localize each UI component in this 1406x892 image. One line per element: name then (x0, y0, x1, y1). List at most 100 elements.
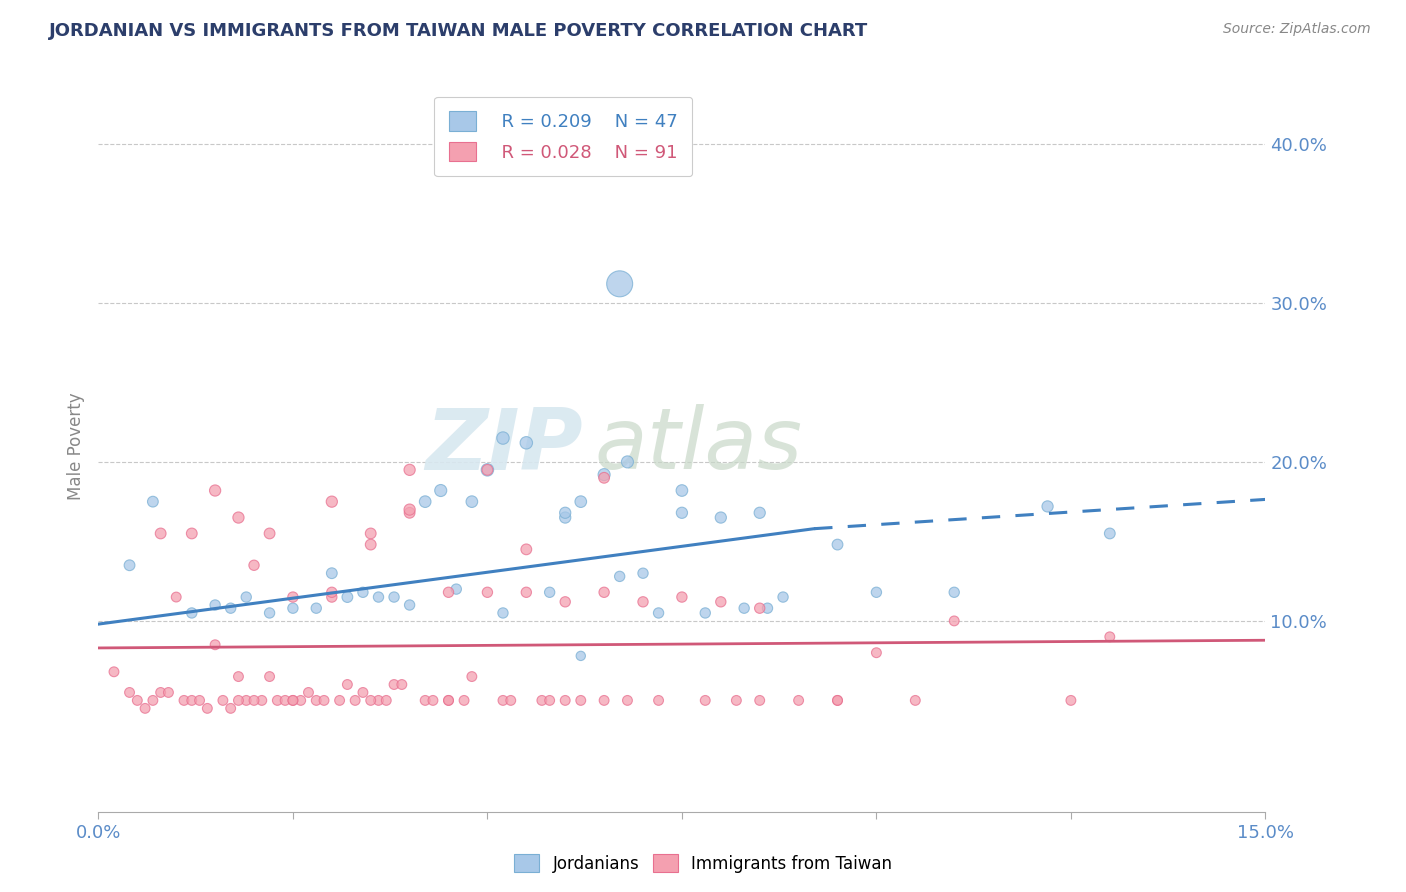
Point (235, 693, 257, 707)
Text: Source: ZipAtlas.com: Source: ZipAtlas.com (1223, 22, 1371, 37)
Point (290, 693, 312, 707)
Point (695, 693, 717, 707)
Point (398, 598, 420, 612)
Point (219, 601, 242, 615)
Point (344, 693, 367, 707)
Point (772, 590, 794, 604)
Point (647, 693, 669, 707)
Point (250, 693, 273, 707)
Point (103, 665, 125, 679)
Point (725, 693, 748, 707)
Point (446, 582, 468, 596)
Point (865, 646, 887, 660)
Text: ZIP: ZIP (425, 404, 582, 488)
Point (180, 606, 202, 620)
Point (329, 693, 352, 707)
Point (281, 601, 304, 615)
Point (422, 693, 444, 707)
Point (398, 463, 420, 477)
Point (352, 585, 374, 599)
Point (391, 677, 413, 691)
Point (360, 526, 382, 541)
Point (530, 693, 553, 707)
Point (593, 693, 616, 707)
Point (554, 506, 576, 520)
Point (382, 590, 405, 604)
Point (157, 685, 180, 699)
Point (305, 601, 328, 615)
Point (142, 494, 165, 508)
Point (477, 585, 499, 599)
Point (538, 585, 561, 599)
Point (259, 526, 281, 541)
Point (671, 590, 693, 604)
Point (671, 506, 693, 520)
Point (609, 277, 631, 291)
Point (219, 701, 242, 715)
Point (180, 526, 202, 541)
Point (360, 693, 382, 707)
Point (274, 693, 297, 707)
Point (461, 669, 484, 683)
Point (180, 693, 202, 707)
Point (569, 648, 592, 663)
Point (943, 614, 966, 628)
Point (787, 693, 810, 707)
Point (827, 693, 849, 707)
Point (188, 693, 211, 707)
Point (266, 693, 288, 707)
Point (367, 590, 389, 604)
Point (204, 638, 226, 652)
Point (235, 590, 257, 604)
Point (228, 669, 250, 683)
Point (492, 606, 515, 620)
Point (515, 542, 537, 557)
Point (616, 693, 638, 707)
Point (413, 693, 436, 707)
Point (1036, 500, 1059, 514)
Point (127, 693, 149, 707)
Point (631, 595, 654, 609)
Point (429, 483, 451, 498)
Point (827, 538, 849, 552)
Point (499, 693, 522, 707)
Point (360, 538, 382, 552)
Point (609, 569, 631, 583)
Point (149, 685, 172, 699)
Point (616, 455, 638, 469)
Point (710, 595, 733, 609)
Point (748, 506, 770, 520)
Point (647, 606, 669, 620)
Point (142, 693, 165, 707)
Point (538, 693, 561, 707)
Point (1098, 526, 1121, 541)
Point (228, 510, 250, 524)
Point (904, 693, 927, 707)
Point (336, 677, 359, 691)
Point (118, 558, 141, 573)
Point (461, 494, 484, 508)
Point (437, 585, 460, 599)
Point (515, 435, 537, 450)
Point (321, 566, 343, 581)
Point (515, 585, 537, 599)
Point (631, 566, 654, 581)
Text: atlas: atlas (595, 404, 803, 488)
Point (569, 494, 592, 508)
Point (554, 693, 576, 707)
Point (569, 693, 592, 707)
Point (593, 467, 616, 482)
Point (321, 494, 343, 508)
Point (453, 693, 475, 707)
Point (748, 693, 770, 707)
Point (204, 598, 226, 612)
Point (149, 526, 172, 541)
Point (212, 693, 235, 707)
Point (710, 510, 733, 524)
Point (243, 558, 266, 573)
Text: JORDANIAN VS IMMIGRANTS FROM TAIWAN MALE POVERTY CORRELATION CHART: JORDANIAN VS IMMIGRANTS FROM TAIWAN MALE… (49, 22, 869, 40)
Point (398, 506, 420, 520)
Point (437, 693, 460, 707)
Point (195, 701, 218, 715)
Point (297, 685, 319, 699)
